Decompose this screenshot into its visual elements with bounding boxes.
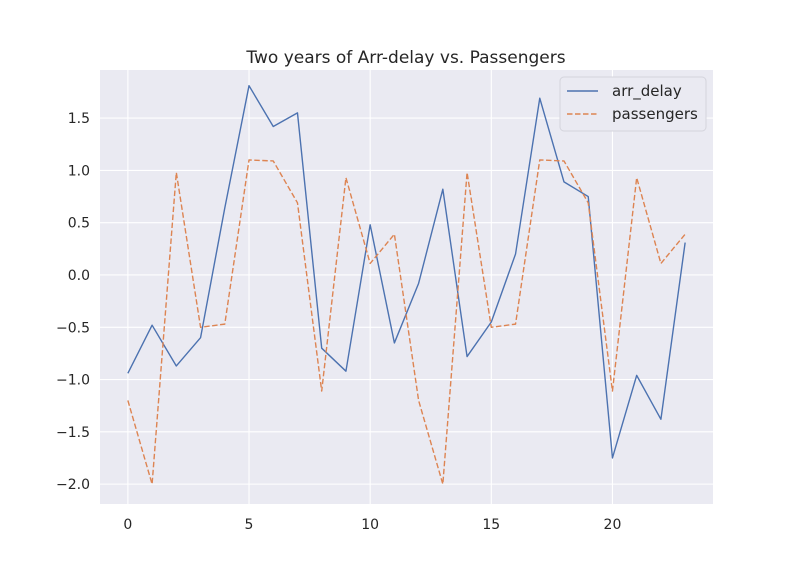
y-axis-ticks: −2.0 −1.5 −1.0 −0.5 0.0 0.5 1.0 1.5 xyxy=(56,111,90,493)
y-tick-label: −2.0 xyxy=(56,477,90,493)
y-tick-label: −1.0 xyxy=(56,373,90,389)
x-tick-label: 10 xyxy=(361,517,379,533)
chart-title: Two years of Arr-delay vs. Passengers xyxy=(245,48,565,68)
series-line-passengers xyxy=(127,159,686,485)
x-tick-label: 15 xyxy=(482,517,500,533)
series-layer xyxy=(127,84,686,485)
y-tick-label: −1.5 xyxy=(56,425,90,441)
x-tick-label: 0 xyxy=(123,517,132,533)
y-tick-label: 1.5 xyxy=(68,111,90,127)
x-axis-ticks: 0 5 10 15 20 xyxy=(123,517,621,533)
legend: arr_delay passengers xyxy=(559,76,707,132)
legend-label-arr_delay: arr_delay xyxy=(612,82,682,101)
y-tick-label: 1.0 xyxy=(68,163,90,179)
y-tick-label: 0.5 xyxy=(68,216,90,232)
series-line-arr_delay xyxy=(127,84,686,459)
plot-background xyxy=(100,70,713,504)
y-tick-label: −0.5 xyxy=(56,320,90,336)
x-tick-label: 20 xyxy=(604,517,622,533)
y-tick-label: 0.0 xyxy=(68,268,90,284)
x-tick-label: 5 xyxy=(245,517,254,533)
legend-label-passengers: passengers xyxy=(612,105,698,123)
